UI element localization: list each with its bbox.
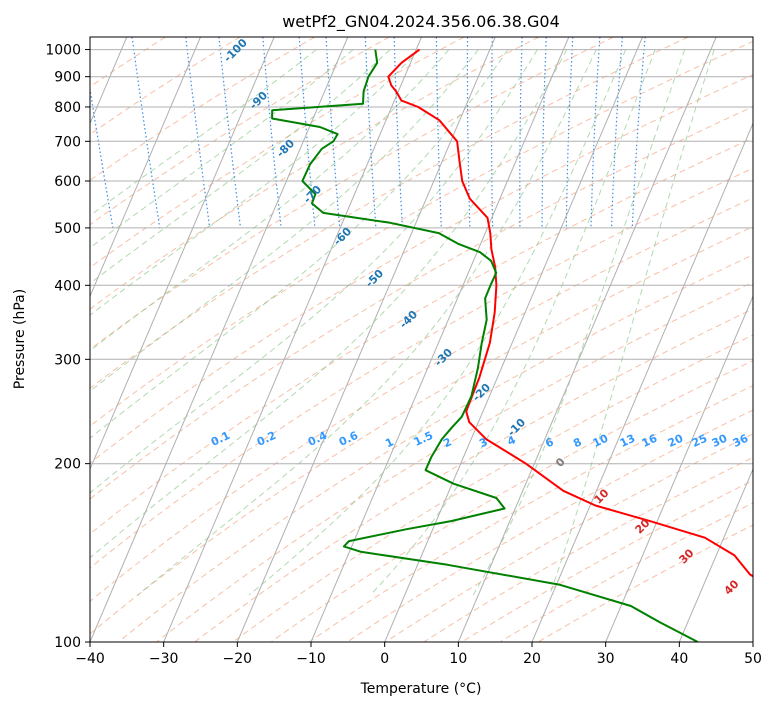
plot-frame — [89, 36, 754, 643]
x-tick-label: 40 — [670, 651, 688, 667]
chart-title: wetPf2_GN04.2024.356.06.38.G04 — [282, 12, 560, 32]
y-tick-label: 800 — [54, 100, 81, 116]
dry-adiabat-line — [90, 73, 753, 464]
y-tick-label: 500 — [54, 221, 81, 237]
temperature-profile-line — [387, 48, 753, 578]
isotherm-line — [310, 37, 570, 642]
mixing-ratio-label: 13 — [618, 432, 637, 450]
x-tick-label: 20 — [523, 651, 541, 667]
mixing-ratio-line — [218, 37, 242, 228]
dry-adiabat-line — [90, 37, 540, 310]
y-tick-label: 600 — [54, 174, 81, 190]
dry-adiabat-line — [90, 37, 614, 350]
y-tick-label: 300 — [54, 352, 81, 368]
x-tick-label: 0 — [380, 651, 389, 667]
isotherm-line — [90, 37, 275, 471]
dry-adiabat-line — [194, 308, 753, 642]
moist-adiabat-line — [90, 49, 391, 284]
y-axis-title: Pressure (hPa) — [12, 289, 28, 389]
dry-adiabat-line — [90, 37, 465, 269]
mixing-ratio-line — [262, 37, 282, 228]
isotherm-line — [605, 295, 753, 642]
y-tick-label: 700 — [54, 134, 81, 150]
x-tick-label: −10 — [296, 651, 326, 667]
moist-adiabat-line — [90, 49, 317, 217]
moist-adiabat-line — [90, 49, 354, 249]
moist-adiabat-line — [137, 49, 597, 596]
moist-adiabat-line — [472, 49, 686, 596]
dry-adiabat-line — [90, 37, 315, 181]
mixing-ratio-label: 10 — [591, 432, 611, 450]
moist-adiabat-line — [370, 49, 656, 596]
mixing-ratio-line — [185, 37, 211, 228]
isotherm-line — [163, 37, 422, 642]
y-tick-label: 200 — [54, 457, 81, 473]
mixing-ratio-line — [131, 37, 161, 228]
y-tick-label: 900 — [54, 70, 81, 86]
dry-adiabat-line — [156, 281, 753, 642]
y-tick-label: 400 — [54, 278, 81, 294]
x-tick-label: −20 — [223, 651, 253, 667]
mixing-ratio-line — [631, 37, 646, 228]
isotherm-line — [457, 37, 717, 642]
moist-adiabat-line — [90, 49, 538, 494]
moist-adiabat-line — [90, 49, 450, 352]
x-axis-title: Temperature (°C) — [360, 681, 482, 697]
moist-adiabat-line — [248, 49, 627, 596]
moist-adiabat-line — [549, 49, 715, 596]
x-tick-label: −40 — [75, 651, 105, 667]
x-tick-label: 30 — [597, 651, 615, 667]
y-tick-label: 100 — [54, 635, 81, 651]
dry-adiabat-line — [232, 334, 753, 642]
dry-adiabat-line — [118, 254, 753, 642]
isotherm-line — [90, 37, 349, 642]
mixing-ratio-label: 25 — [690, 432, 709, 450]
moist-adiabat-line — [90, 49, 479, 392]
mixing-ratio-label: 36 — [731, 432, 751, 450]
isotherm-line — [90, 37, 201, 298]
mixing-ratio-label: 16 — [640, 432, 660, 450]
mixing-ratio-label: 20 — [666, 432, 686, 450]
mixing-ratio-line — [298, 37, 316, 228]
dry-adiabat-line — [90, 226, 753, 635]
dry-adiabat-line — [90, 37, 689, 389]
isotherm-line — [678, 467, 753, 642]
x-tick-label: 10 — [449, 651, 467, 667]
isotherm-line — [236, 37, 496, 642]
dry-adiabat-line — [90, 40, 753, 427]
isotherm-line — [531, 122, 753, 642]
isotherm-line — [384, 37, 643, 642]
mixing-ratio-line — [90, 85, 114, 229]
dewpoint-profile-line — [271, 49, 699, 642]
mixing-ratio-label: 30 — [710, 432, 730, 450]
x-tick-label: 50 — [744, 651, 762, 667]
y-tick-label: 1000 — [45, 43, 81, 59]
moist-adiabat-line — [90, 49, 509, 439]
moist-adiabat-line — [90, 49, 568, 559]
x-tick-label: −30 — [149, 651, 179, 667]
